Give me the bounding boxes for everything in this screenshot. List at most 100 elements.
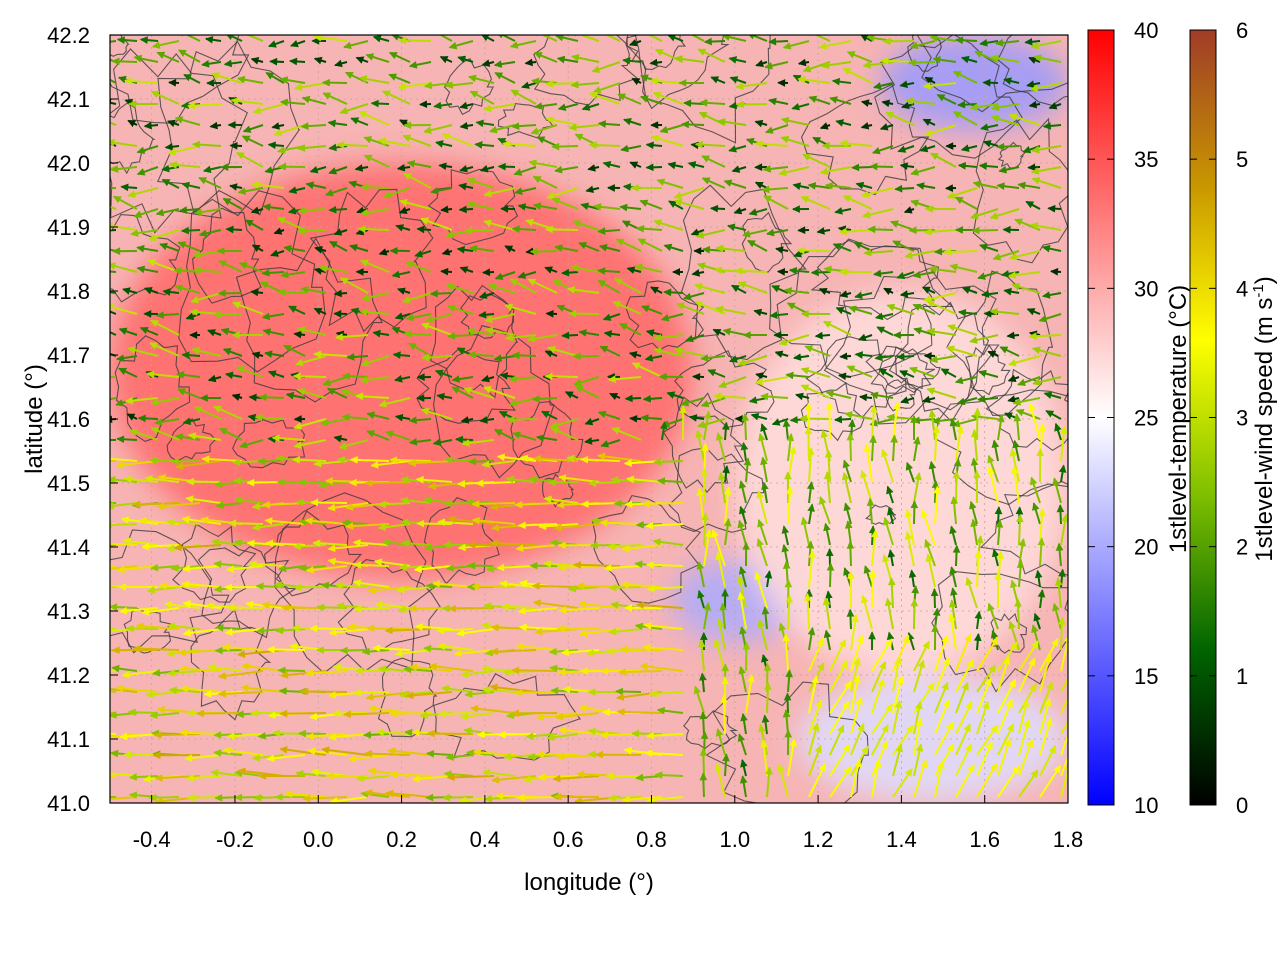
wind-vector-head	[198, 177, 208, 185]
wind-vector-head	[530, 127, 540, 135]
wind-vector-head	[824, 182, 834, 190]
wind-vector	[297, 206, 327, 215]
wind-vector-head	[268, 40, 277, 48]
wind-vector-head	[1028, 100, 1038, 109]
wind-vector-head	[834, 207, 843, 215]
wind-vector	[343, 40, 369, 50]
wind-vector-head	[300, 122, 309, 130]
wind-vector-shaft	[110, 229, 117, 232]
wind-vector	[229, 142, 243, 150]
wind-vector	[645, 163, 663, 172]
wind-vector	[110, 205, 117, 210]
wind-vector	[980, 123, 999, 131]
wind-vector-head	[880, 56, 889, 65]
wind-vector	[168, 78, 180, 87]
wind-vector	[178, 206, 201, 214]
wind-vector	[991, 103, 1020, 112]
wind-vector-head	[842, 68, 852, 76]
wind-vector-head	[780, 135, 790, 144]
wind-vector	[494, 72, 516, 84]
wind-vector-head	[919, 144, 929, 153]
wind-vector-head	[839, 139, 848, 148]
contour-line	[865, 345, 936, 394]
wind-vector-head	[851, 163, 860, 172]
wind-vector-head	[225, 225, 234, 234]
wind-vector-head	[440, 205, 449, 214]
wind-vector	[459, 101, 474, 110]
wind-vector	[957, 100, 978, 109]
wind-vector-head	[728, 145, 737, 153]
wind-vector	[1033, 54, 1062, 63]
wind-vector	[735, 100, 768, 109]
wind-vector-head	[631, 78, 641, 86]
contour-line	[423, 497, 500, 585]
wind-vector-head	[322, 92, 332, 100]
wind-vector-head	[95, 245, 102, 251]
contour-line	[705, 681, 869, 803]
wind-vector	[174, 116, 201, 126]
wind-vector-head	[645, 141, 654, 150]
wind-vector-head	[588, 141, 597, 149]
wind-vector-head	[479, 165, 489, 173]
wind-vector	[223, 59, 243, 68]
wind-vector-head	[86, 647, 92, 653]
wind-vector-head	[222, 198, 232, 206]
wind-vector-head	[287, 207, 297, 215]
wind-vector	[585, 185, 600, 194]
wind-vector-head	[301, 95, 311, 104]
wind-vector-head	[328, 205, 337, 214]
wind-vector-head	[701, 155, 710, 163]
wind-vector-head	[397, 82, 406, 91]
wind-vector-head	[517, 203, 527, 211]
wind-vector-head	[488, 125, 498, 134]
wind-vector-head	[697, 48, 707, 56]
wind-vector	[905, 97, 936, 106]
wind-vector	[229, 183, 243, 191]
wind-vector	[894, 184, 915, 193]
wind-vector-head	[819, 122, 829, 130]
wind-vector	[457, 55, 474, 64]
wind-vector	[328, 205, 348, 214]
wind-vector-head	[639, 95, 649, 103]
wind-vector	[388, 73, 411, 84]
wind-vector	[309, 165, 327, 174]
wind-vector	[151, 40, 180, 49]
wind-vector	[556, 55, 579, 64]
wind-vector-head	[79, 522, 85, 528]
wind-vector	[502, 140, 537, 148]
wind-vector-head	[954, 36, 964, 45]
wind-vector-head	[360, 208, 369, 217]
wind-vector	[820, 61, 852, 70]
wind-vector	[960, 55, 978, 64]
wind-vector	[846, 51, 873, 63]
wind-vector	[398, 36, 432, 45]
wind-vector	[617, 93, 642, 105]
wind-vector-head	[150, 91, 160, 99]
wind-vector-head	[1030, 41, 1040, 50]
wind-vector	[791, 205, 810, 213]
wind-vector-head	[127, 190, 136, 198]
wind-vector-head	[355, 56, 365, 64]
wind-vector	[328, 166, 348, 175]
wind-vector	[301, 95, 327, 105]
wind-vector	[402, 134, 432, 147]
wind-vector-head	[972, 180, 982, 189]
wind-vector	[511, 122, 537, 130]
wind-vector-head	[311, 37, 320, 45]
wind-vector	[448, 40, 474, 50]
wind-vector	[597, 120, 621, 128]
wind-vector	[497, 162, 516, 171]
wind-vector	[133, 208, 159, 219]
wind-vector-head	[894, 184, 903, 193]
wind-vector	[754, 119, 768, 128]
wind-vector-head	[710, 76, 720, 84]
wind-vector-head	[1048, 102, 1058, 110]
wind-vector	[198, 229, 222, 238]
wind-vector-head	[897, 145, 907, 153]
wind-vector	[187, 101, 222, 110]
wind-vector	[198, 177, 222, 189]
wind-vector	[127, 187, 159, 198]
wind-vector	[290, 39, 306, 48]
wind-vector	[1008, 113, 1041, 126]
wind-vector-head	[721, 35, 730, 41]
